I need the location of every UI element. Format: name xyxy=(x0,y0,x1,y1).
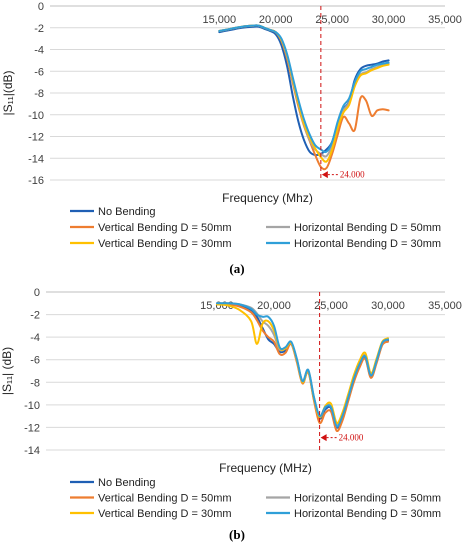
chart-b-x-tick-label: 35,000 xyxy=(428,300,462,312)
chart-a-y-tick-label: -6 xyxy=(34,66,44,78)
chart-a-y-tick-label: -10 xyxy=(28,110,44,122)
chart-b-y-axis-title: |S₁₁| (dB) xyxy=(0,347,14,395)
chart-b-x-tick-label: 30,000 xyxy=(371,300,405,312)
chart-a-y-tick-label: -12 xyxy=(28,132,44,144)
chart-a-y-tick-label: -16 xyxy=(28,175,44,187)
chart-b-x-axis-title: Frequency (MHz) xyxy=(219,461,312,475)
chart-a-x-tick-label: 25,000 xyxy=(315,14,349,26)
chart-a-y-tick-label: -14 xyxy=(28,153,44,165)
chart-b-y-tick-label: -8 xyxy=(30,377,40,389)
chart-a-legend-label: Vertical Bending D = 30mm xyxy=(98,238,232,250)
chart-b-series-line-4 xyxy=(216,302,389,428)
chart-a-y-tick-label: -8 xyxy=(34,88,44,100)
chart-b-legend-label: Vertical Bending D = 50mm xyxy=(98,493,232,505)
chart-b-x-tick-label: 20,000 xyxy=(257,300,291,312)
chart-a-x-tick-label: 15,000 xyxy=(202,14,236,26)
chart-b-series-line-1 xyxy=(216,303,389,432)
chart-b-legend-label: No Bending xyxy=(98,477,156,489)
chart-a-marker-label: 24.000 xyxy=(340,170,365,180)
chart-b-y-tick-label: -6 xyxy=(30,355,40,367)
chart-a: 0 -2 -4 -6 -8 -10 -12 -14 -16 15,000 20,000 25,000 3… xyxy=(1,1,462,276)
chart-a-y-tick-label: -2 xyxy=(34,23,44,35)
chart-b-marker-arrow xyxy=(320,434,327,442)
chart-b-legend-label: Horizontal Bending D = 30mm xyxy=(294,508,441,520)
chart-a-x-tick-label: 35,000 xyxy=(428,14,462,26)
chart-a-y-axis-title: |S₁₁|(dB) xyxy=(1,70,15,115)
chart-a-series-line-0 xyxy=(218,25,390,157)
chart-b-y-tick-label: -4 xyxy=(30,332,40,344)
chart-a-series-line-4 xyxy=(218,24,390,154)
chart-a-legend-label: Horizontal Bending D = 50mm xyxy=(294,222,441,234)
chart-b-legend-label: Horizontal Bending D = 50mm xyxy=(294,493,441,505)
chart-b-series-line-0 xyxy=(216,303,389,429)
chart-b-y-tick-label: -2 xyxy=(30,310,40,322)
chart-b-y-tick-label: -14 xyxy=(24,445,40,457)
chart-a-x-tick-label: 30,000 xyxy=(372,14,406,26)
chart-b-caption: (b) xyxy=(229,527,245,542)
chart-b-series-line-2 xyxy=(216,302,389,426)
chart-b-legend-label: Vertical Bending D = 30mm xyxy=(98,508,232,520)
chart-a-x-tick-label: 20,000 xyxy=(259,14,293,26)
chart-b-x-tick-label: 25,000 xyxy=(314,300,348,312)
chart-a-y-tick-label: -4 xyxy=(34,45,44,57)
chart-b-y-tick-label: -12 xyxy=(24,422,40,434)
chart-a-legend-label: No Bending xyxy=(98,206,156,218)
chart-b-y-tick-label: 0 xyxy=(34,287,40,299)
chart-a-legend-label: Vertical Bending D = 50mm xyxy=(98,222,232,234)
chart-b-y-tick-label: -10 xyxy=(24,400,40,412)
chart-a-caption: (a) xyxy=(229,261,244,276)
chart-a-marker-arrow xyxy=(321,171,328,179)
chart-a-legend-label: Horizontal Bending D = 30mm xyxy=(294,238,441,250)
chart-a-y-tick-label: 0 xyxy=(38,1,44,13)
chart-b-marker-label: 24.000 xyxy=(339,433,364,443)
chart-a-series-line-1 xyxy=(218,24,390,171)
chart-a-x-axis-title: Frequency (Mhz) xyxy=(222,191,313,205)
